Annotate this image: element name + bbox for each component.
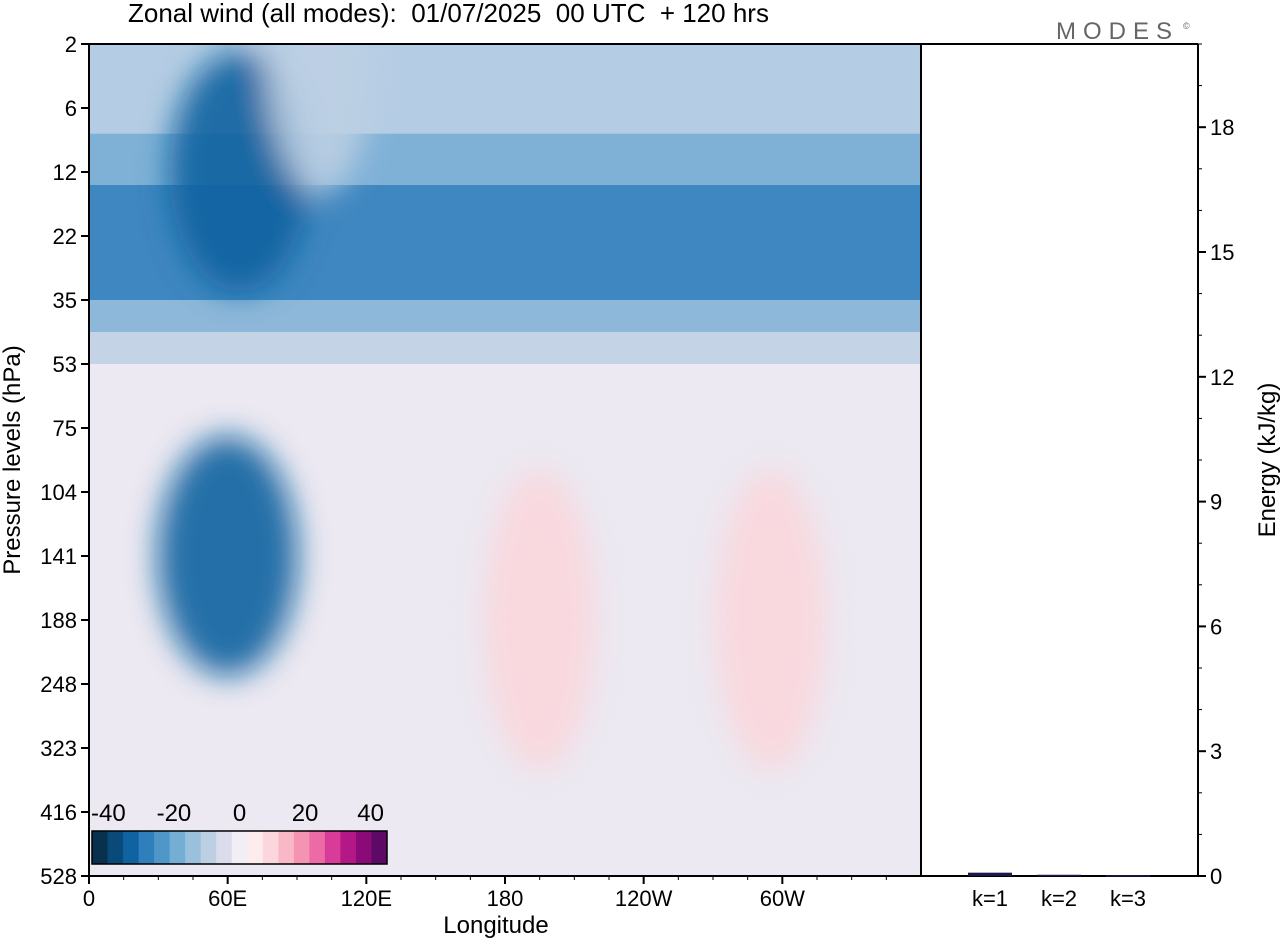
colorbar-swatch-11 bbox=[262, 831, 279, 864]
x-tick-label-2: 120E bbox=[341, 886, 392, 911]
energy-tick-label-6: 6 bbox=[1210, 614, 1222, 639]
modes-logo: MODES bbox=[1056, 18, 1180, 45]
band-4 bbox=[89, 332, 921, 364]
y-tick-label-6: 6 bbox=[65, 96, 77, 121]
colorbar-swatch-9 bbox=[231, 831, 248, 864]
energy-axis-label: Energy (kJ/kg) bbox=[1254, 383, 1280, 538]
y-tick-label-323: 323 bbox=[40, 736, 77, 761]
colorbar-tick-0: 0 bbox=[233, 800, 246, 827]
feature-2 bbox=[484, 470, 595, 770]
colorbar-frame bbox=[91, 830, 388, 865]
colorbar-swatch-6 bbox=[185, 831, 202, 864]
axes: 2 6 12 22 35 53 75 104 141 188 248 323 416 528 Pressur… bbox=[0, 32, 922, 939]
y-tick-label-104: 104 bbox=[40, 480, 77, 505]
copyright-mark: © bbox=[1183, 21, 1190, 31]
y-tick-label-2: 2 bbox=[65, 32, 77, 57]
bar-label-k=1: k=1 bbox=[972, 886, 1008, 911]
y-tick-label-22: 22 bbox=[53, 224, 77, 249]
feature-4 bbox=[265, 44, 376, 194]
y-tick-label-248: 248 bbox=[40, 672, 77, 697]
energy-bars: 0 3 6 9 12 15 18 Energy (kJ/kg) k=1 k=2 k=3 bbox=[921, 43, 1280, 911]
colorbar-tick--20: -20 bbox=[157, 800, 192, 827]
colorbar-swatch-1 bbox=[107, 831, 124, 864]
y-tick-label-188: 188 bbox=[40, 608, 77, 633]
colorbar-swatch-12 bbox=[278, 831, 295, 864]
x-tick-label-5: 60W bbox=[760, 886, 805, 911]
x-tick-label-3: 180 bbox=[487, 886, 524, 911]
colorbar-swatch-15 bbox=[324, 831, 341, 864]
bar-k=3 bbox=[1106, 875, 1150, 877]
y-tick-label-53: 53 bbox=[53, 352, 77, 377]
colorbar-swatch-8 bbox=[216, 831, 233, 864]
colorbar-swatch-5 bbox=[169, 831, 186, 864]
energy-tick-label-3: 3 bbox=[1210, 739, 1222, 764]
field-features bbox=[157, 44, 826, 770]
colorbar-swatch-14 bbox=[309, 831, 326, 864]
y-tick-label-528: 528 bbox=[40, 864, 77, 889]
feature-3 bbox=[715, 470, 826, 770]
x-axis-label: Longitude bbox=[443, 912, 548, 939]
colorbar-tick--40: -40 bbox=[91, 800, 126, 827]
y-tick-label-416: 416 bbox=[40, 800, 77, 825]
y-tick-label-35: 35 bbox=[53, 288, 77, 313]
colorbar-swatch-2 bbox=[123, 831, 140, 864]
energy-tick-label-18: 18 bbox=[1210, 115, 1234, 140]
bar-k=2 bbox=[1037, 874, 1081, 877]
bar-label-k=3: k=3 bbox=[1110, 886, 1146, 911]
colorbar-tick-20: 20 bbox=[292, 800, 319, 827]
y-tick-label-12: 12 bbox=[53, 160, 77, 185]
colorbar-swatch-7 bbox=[200, 831, 217, 864]
bar-label-k=2: k=2 bbox=[1041, 886, 1077, 911]
x-tick-label-0: 0 bbox=[83, 886, 95, 911]
feature-0 bbox=[157, 436, 298, 676]
wind-field bbox=[89, 44, 921, 876]
colorbar-swatch-0 bbox=[92, 831, 109, 864]
x-tick-label-4: 120W bbox=[615, 886, 673, 911]
y-tick-label-141: 141 bbox=[40, 544, 77, 569]
colorbar-swatch-17 bbox=[355, 831, 372, 864]
energy-tick-label-12: 12 bbox=[1210, 365, 1234, 390]
y-axis-label: Pressure levels (hPa) bbox=[0, 345, 26, 574]
colorbar-swatch-3 bbox=[138, 831, 155, 864]
colorbar-swatch-18 bbox=[371, 831, 388, 864]
colorbar-swatch-16 bbox=[340, 831, 357, 864]
chart-title: Zonal wind (all modes): 01/07/2025 00 UT… bbox=[128, 0, 769, 28]
energy-tick-label-0: 0 bbox=[1210, 864, 1222, 889]
colorbar-swatch-13 bbox=[293, 831, 310, 864]
bar-k=1 bbox=[968, 872, 1012, 876]
y-tick-label-75: 75 bbox=[53, 416, 77, 441]
colorbar-tick-40: 40 bbox=[357, 800, 384, 827]
colorbar-swatch-4 bbox=[154, 831, 171, 864]
x-tick-label-1: 60E bbox=[208, 886, 247, 911]
colorbar: -40 -20 0 20 40 bbox=[91, 800, 388, 865]
energy-tick-label-15: 15 bbox=[1210, 240, 1234, 265]
energy-tick-label-9: 9 bbox=[1210, 490, 1222, 515]
band-3 bbox=[89, 300, 921, 332]
colorbar-swatch-10 bbox=[247, 831, 264, 864]
